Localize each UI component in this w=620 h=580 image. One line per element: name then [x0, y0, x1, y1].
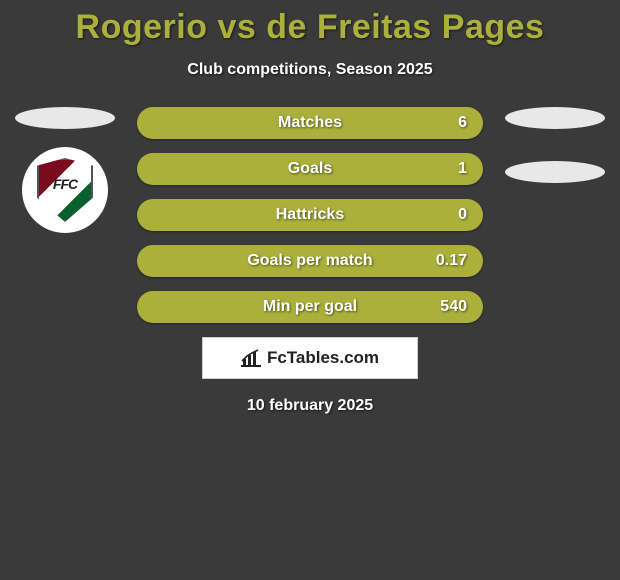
brand-text: FcTables.com: [267, 348, 379, 368]
content-area: FFC Matches 6 Goals 1 Hattricks 0 Goals …: [0, 107, 620, 415]
bar-chart-icon: [241, 349, 261, 367]
subtitle: Club competitions, Season 2025: [0, 61, 620, 79]
stat-label: Matches: [137, 107, 483, 139]
date-label: 10 february 2025: [0, 397, 620, 415]
stat-row: Goals per match 0.17: [137, 245, 483, 277]
club-initials: FFC: [37, 176, 93, 192]
stat-value: 6: [458, 107, 467, 139]
player-right-column: [500, 107, 610, 183]
stat-label: Min per goal: [137, 291, 483, 323]
stat-value: 1: [458, 153, 467, 185]
club-badge-left: FFC: [22, 147, 108, 233]
page-title: Rogerio vs de Freitas Pages: [0, 0, 620, 47]
player-left-placeholder: [15, 107, 115, 129]
stat-value: 0.17: [436, 245, 467, 277]
player-left-column: FFC: [10, 107, 120, 233]
stat-row: Hattricks 0: [137, 199, 483, 231]
stats-list: Matches 6 Goals 1 Hattricks 0 Goals per …: [137, 107, 483, 323]
stat-row: Matches 6: [137, 107, 483, 139]
stat-row: Min per goal 540: [137, 291, 483, 323]
stat-value: 540: [440, 291, 467, 323]
stat-label: Hattricks: [137, 199, 483, 231]
stat-label: Goals: [137, 153, 483, 185]
stat-label: Goals per match: [137, 245, 483, 277]
player-right-placeholder-2: [505, 161, 605, 183]
brand-watermark: FcTables.com: [202, 337, 418, 379]
player-right-placeholder-1: [505, 107, 605, 129]
stat-value: 0: [458, 199, 467, 231]
stat-row: Goals 1: [137, 153, 483, 185]
shield-icon: FFC: [37, 158, 93, 222]
